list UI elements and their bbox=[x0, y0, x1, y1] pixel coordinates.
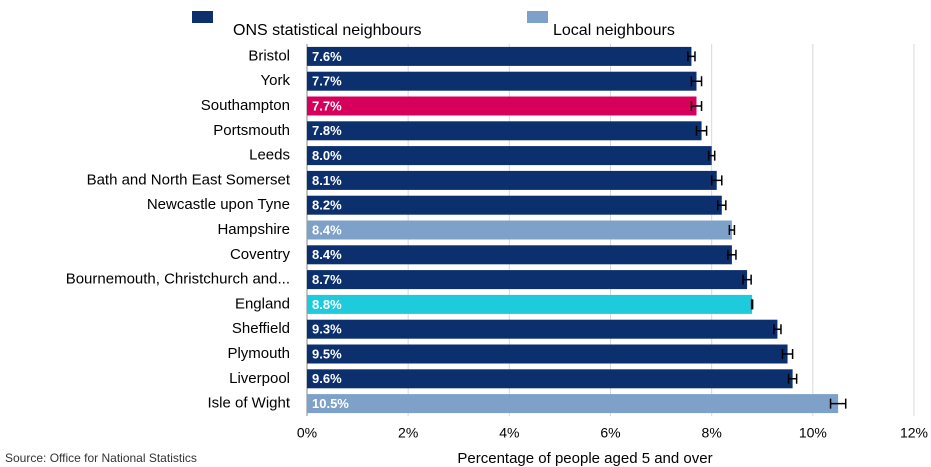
bar bbox=[307, 369, 793, 389]
error-bar bbox=[727, 249, 737, 260]
value-label: 7.7% bbox=[312, 74, 342, 89]
y-tick-label: Bournemouth, Christchurch and... bbox=[66, 271, 290, 288]
value-label: 7.7% bbox=[312, 98, 342, 113]
error-bar bbox=[695, 125, 708, 136]
x-tick-label: 0% bbox=[297, 425, 317, 441]
y-tick-label: Liverpool bbox=[229, 370, 290, 387]
x-tick-label: 6% bbox=[600, 425, 620, 441]
error-bar bbox=[687, 51, 696, 62]
value-label: 8.0% bbox=[312, 148, 342, 163]
legend-swatch bbox=[527, 11, 548, 23]
error-bar bbox=[690, 76, 703, 87]
x-tick-label: 8% bbox=[702, 425, 722, 441]
y-tick-label: Isle of Wight bbox=[207, 395, 290, 412]
x-tick-label: 2% bbox=[398, 425, 418, 441]
legend-swatch bbox=[192, 11, 213, 23]
y-tick-label: Bath and North East Somerset bbox=[87, 171, 291, 188]
value-label: 8.2% bbox=[312, 198, 342, 213]
value-label: 8.8% bbox=[312, 297, 342, 312]
x-tick-label: 12% bbox=[900, 425, 928, 441]
error-bar bbox=[716, 200, 727, 211]
x-tick-label: 4% bbox=[499, 425, 519, 441]
error-bar bbox=[773, 324, 782, 335]
error-bar bbox=[742, 274, 752, 285]
bar bbox=[307, 46, 692, 66]
y-tick-label: Coventry bbox=[230, 246, 291, 263]
value-label: 10.5% bbox=[312, 396, 349, 411]
value-label: 8.1% bbox=[312, 173, 342, 188]
y-tick-label: Leeds bbox=[249, 147, 290, 164]
bar bbox=[307, 170, 717, 190]
x-tick-label: 10% bbox=[799, 425, 827, 441]
bar bbox=[307, 270, 748, 290]
bar bbox=[307, 220, 732, 240]
error-bar bbox=[787, 373, 798, 384]
error-bar bbox=[750, 299, 754, 310]
error-bar bbox=[690, 101, 703, 111]
bar bbox=[307, 121, 702, 141]
y-tick-label: Newcastle upon Tyne bbox=[147, 196, 290, 213]
error-bar bbox=[829, 398, 847, 409]
bar bbox=[307, 71, 697, 91]
bar bbox=[307, 319, 778, 339]
source: Source: Office for National Statistics bbox=[5, 451, 197, 465]
y-tick-label: Plymouth bbox=[227, 345, 290, 362]
error-bar bbox=[781, 349, 794, 359]
value-label: 7.8% bbox=[312, 123, 342, 138]
value-label: 7.6% bbox=[312, 49, 342, 64]
value-label: 8.4% bbox=[312, 222, 342, 237]
legend-label: ONS statistical neighbours bbox=[233, 22, 422, 39]
x-axis-label: Percentage of people aged 5 and over bbox=[457, 450, 712, 467]
error-bar bbox=[710, 175, 723, 186]
y-tick-label: England bbox=[235, 295, 290, 312]
value-label: 9.3% bbox=[312, 322, 342, 337]
bar bbox=[307, 344, 788, 364]
y-tick-label: Southampton bbox=[201, 97, 290, 114]
value-label: 9.5% bbox=[312, 346, 342, 361]
bar bbox=[307, 96, 697, 116]
y-tick-label: York bbox=[261, 72, 291, 89]
value-label: 8.4% bbox=[312, 247, 342, 262]
y-tick-label: Sheffield bbox=[232, 320, 290, 337]
value-label: 9.6% bbox=[312, 371, 342, 386]
error-bar bbox=[707, 150, 716, 161]
y-tick-label: Portsmouth bbox=[213, 122, 290, 139]
value-label: 8.7% bbox=[312, 272, 342, 287]
bar bbox=[307, 394, 839, 414]
error-bar bbox=[728, 225, 736, 235]
bar bbox=[307, 245, 732, 265]
bar bbox=[307, 146, 712, 166]
y-tick-label: Bristol bbox=[248, 47, 290, 64]
bar bbox=[307, 195, 722, 215]
y-tick-label: Hampshire bbox=[217, 221, 290, 238]
legend-label: Local neighbours bbox=[553, 22, 675, 39]
bar bbox=[307, 294, 753, 314]
